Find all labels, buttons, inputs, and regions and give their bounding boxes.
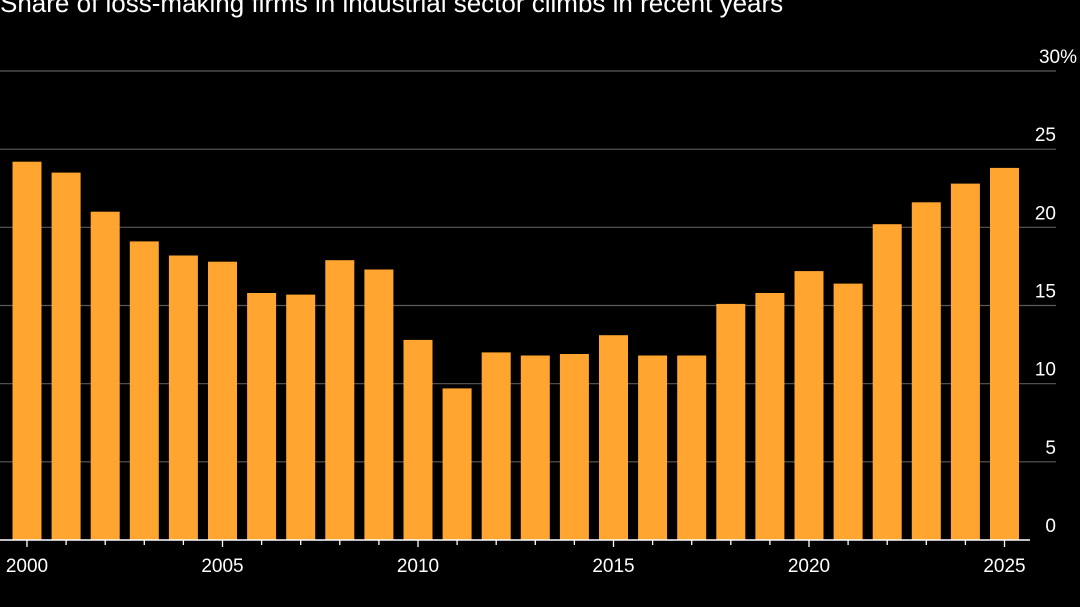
bar-2000 [12,161,42,540]
y-tick-label: 15 [1035,282,1056,303]
bar-2007 [286,294,316,540]
bar-2011 [442,388,472,540]
bar-2016 [638,355,668,540]
x-tick-label: 2015 [592,556,634,577]
chart-title: Share of loss-making firms in industrial… [0,0,784,18]
bar-2019 [755,293,785,540]
bar-2018 [716,303,746,540]
x-tick-label: 2020 [788,556,830,577]
bar-2002 [90,211,120,540]
y-tick-label: 30% [1039,47,1077,68]
bar-2009 [364,269,394,540]
bar-2022 [872,224,902,540]
bars [12,161,1019,541]
bar-2005 [208,261,237,540]
x-axis-ticks: 2000 2005 2010 2015 2020 2025 [6,540,1026,577]
x-tick-label: 2010 [397,556,439,577]
x-tick-label: 2025 [983,556,1025,577]
bar-2014 [559,354,589,540]
bar-2004 [168,255,198,540]
bar-2013 [520,355,550,540]
y-tick-label: 20 [1035,203,1056,224]
x-tick-label: 2005 [201,556,243,577]
bar-2008 [325,260,355,540]
y-tick-label: 25 [1035,125,1056,146]
bar-2012 [481,352,511,540]
bar-2020 [794,271,824,540]
y-tick-label: 10 [1035,360,1056,381]
y-axis-labels: 0 5 10 15 20 25 30% [1035,47,1077,537]
bar-2024 [950,183,980,540]
bar-2006 [247,293,277,540]
bar-2025 [990,167,1019,540]
y-tick-label: 5 [1045,438,1056,459]
bar-2001 [51,172,81,540]
x-tick-label: 2000 [6,556,48,577]
bar-2015 [599,335,628,540]
bar-2017 [677,355,707,540]
y-tick-label: 0 [1045,516,1056,537]
bar-2023 [911,202,941,541]
bar-2010 [403,339,433,540]
bar-2021 [833,283,863,540]
bar-2003 [129,241,159,540]
